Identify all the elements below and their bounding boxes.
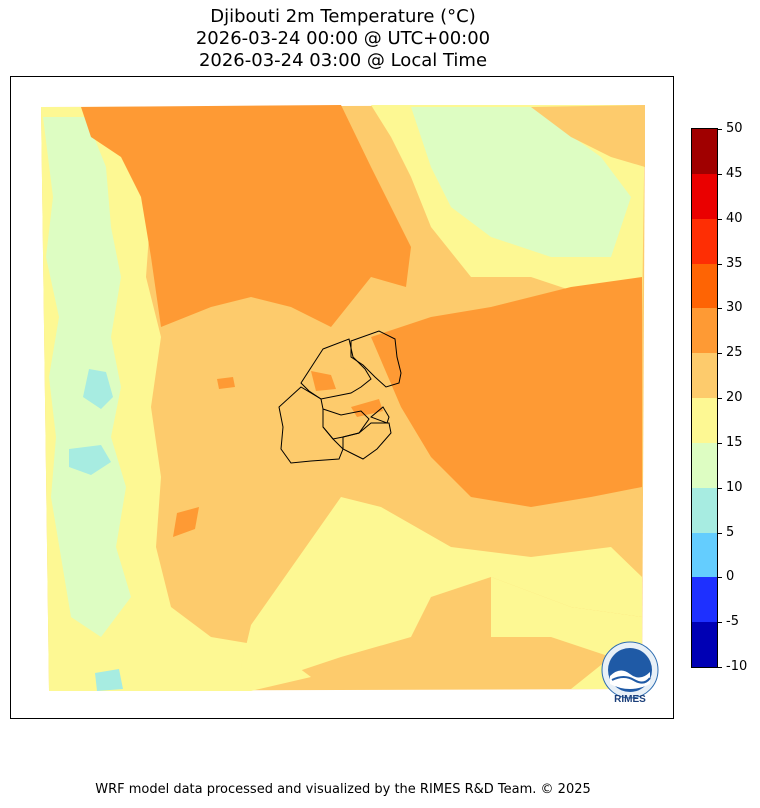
- colorbar-tick: [718, 173, 722, 175]
- field-band-25-30-blob-b: [351, 399, 383, 417]
- field-band-25-30-blob-a: [311, 371, 336, 391]
- colorbar-tick: [718, 353, 722, 355]
- colorbar-segment: [692, 577, 717, 623]
- colorbar-tick: [718, 263, 722, 265]
- admin-boundaries: [278, 330, 402, 464]
- colorbar-tick-label: -5: [726, 614, 739, 630]
- temperature-field-map: [41, 105, 645, 691]
- colorbar-tick: [718, 218, 722, 220]
- colorbar-tick-label: 0: [726, 569, 735, 585]
- field-band-25-30-east: [371, 277, 642, 507]
- colorbar-tick-label: 40: [726, 210, 743, 226]
- temperature-colorbar: [691, 128, 718, 668]
- colorbar-tick-label: 30: [726, 300, 743, 316]
- colorbar-tick-label: 15: [726, 434, 743, 450]
- boundary-djibouti-city: [370, 406, 390, 424]
- colorbar-tick: [718, 487, 722, 489]
- colorbar-tick: [718, 398, 722, 399]
- colorbar-segment: [692, 129, 717, 175]
- colorbar-segment: [692, 487, 717, 533]
- colorbar-tick: [718, 577, 722, 579]
- colorbar-tick: [718, 667, 722, 668]
- colorbar-segment: [692, 353, 717, 399]
- colorbar-tick: [718, 129, 722, 130]
- colorbar-segment: [692, 442, 717, 489]
- boundary-ali-sabieh: [342, 422, 392, 460]
- colorbar-tick: [718, 532, 722, 534]
- field-band-25-30-blob-c: [173, 507, 199, 537]
- colorbar-segment: [692, 532, 717, 578]
- footer-credit: WRF model data processed and visualized …: [95, 782, 591, 797]
- boundary-tadjourah: [300, 338, 372, 400]
- field-band-20-25-northeast: [531, 105, 645, 167]
- field-band-5-10-west-b: [69, 445, 111, 475]
- colorbar-tick-label: 35: [726, 255, 743, 271]
- colorbar-tick-label: 45: [726, 165, 743, 181]
- colorbar-segment: [692, 263, 717, 309]
- rimes-logo-icon: [601, 641, 659, 699]
- colorbar-segment: [692, 622, 717, 668]
- map-panel[interactable]: [10, 76, 674, 719]
- rimes-logo-text: RIMES: [614, 694, 646, 705]
- colorbar-tick-label: -10: [726, 659, 748, 674]
- colorbar-tick: [718, 622, 722, 624]
- colorbar-tick-label: 5: [726, 524, 735, 540]
- field-band-5-10-south: [95, 669, 123, 691]
- field-band-15-20-south: [241, 497, 642, 677]
- colorbar-segment: [692, 398, 717, 444]
- field-band-25-30-blob-d: [217, 377, 235, 389]
- field-band-15-20-southeast: [491, 577, 642, 689]
- colorbar-segment: [692, 218, 717, 264]
- colorbar-tick-label: 10: [726, 479, 743, 495]
- title-line-3: 2026-03-24 03:00 @ Local Time: [198, 50, 488, 71]
- colorbar-tick: [718, 442, 722, 444]
- title-line-2: 2026-03-24 00:00 @ UTC+00:00: [195, 28, 491, 49]
- field-band-25-30-north: [81, 105, 411, 327]
- colorbar-segment: [692, 173, 717, 220]
- colorbar-tick: [718, 308, 722, 310]
- colorbar-tick-label: 20: [726, 390, 743, 405]
- colorbar-tick-label: 50: [726, 121, 743, 136]
- field-band-10-15-west: [43, 117, 131, 637]
- map-title: Djibouti 2m Temperature (°C) 2026-03-24 …: [10, 6, 676, 72]
- colorbar-segment: [692, 308, 717, 354]
- field-band-10-15-northeast: [411, 107, 631, 257]
- title-line-1: Djibouti 2m Temperature (°C): [210, 6, 476, 27]
- colorbar-tick-label: 25: [726, 345, 743, 361]
- field-band-5-10-west-a: [83, 369, 113, 409]
